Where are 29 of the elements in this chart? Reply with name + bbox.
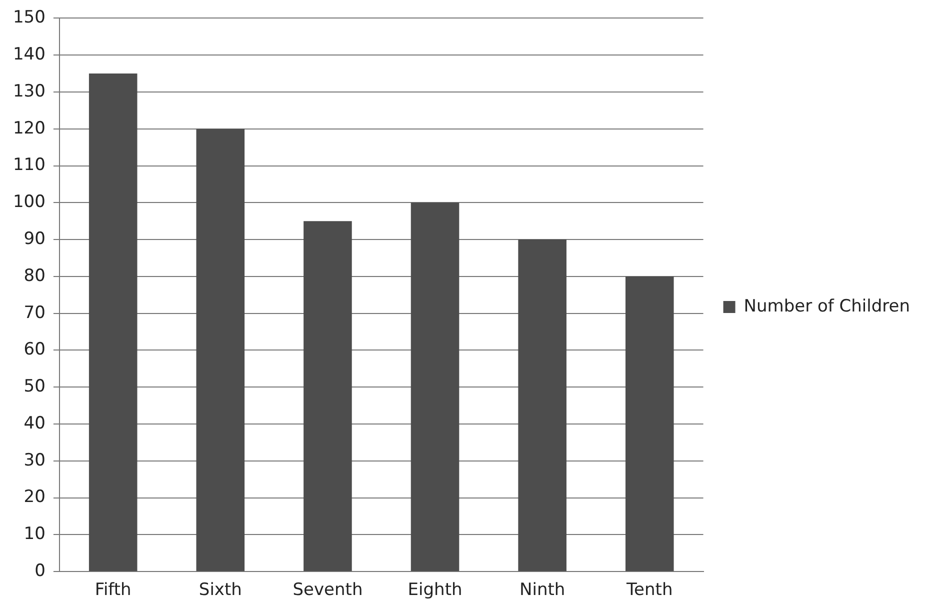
x-tick-label: Sixth <box>198 580 242 600</box>
bar <box>304 221 352 572</box>
y-tick-label: 0 <box>34 561 46 582</box>
y-tick-label: 130 <box>12 81 46 102</box>
y-tick-label: 50 <box>24 376 46 397</box>
y-tick-label: 60 <box>24 340 46 360</box>
bar <box>410 202 460 572</box>
y-tick-label: 80 <box>24 266 46 286</box>
bar <box>518 240 566 572</box>
y-tick-label: 30 <box>24 450 46 470</box>
legend-label: Number of Children <box>744 296 910 316</box>
y-tick-label: 150 <box>12 8 46 28</box>
y-tick-label: 10 <box>24 524 46 544</box>
y-tick-label: 90 <box>24 228 46 249</box>
y-tick-label: 110 <box>12 155 46 176</box>
y-tick-label: 120 <box>12 118 46 138</box>
y-tick-label: 100 <box>12 192 46 212</box>
y-tick-label: 140 <box>12 44 46 65</box>
x-tick-label: Seventh <box>292 580 363 600</box>
x-tick-label: Fifth <box>94 580 132 600</box>
bar <box>88 74 138 572</box>
x-tick-label: Ninth <box>520 580 566 600</box>
y-tick-label: 20 <box>24 487 46 508</box>
bar <box>196 128 245 572</box>
x-tick-label: Eighth <box>408 580 462 600</box>
y-tick-label: 70 <box>24 302 46 323</box>
x-tick-label: Tenth <box>626 580 673 600</box>
bar <box>625 276 674 572</box>
y-tick-label: 40 <box>24 413 46 434</box>
